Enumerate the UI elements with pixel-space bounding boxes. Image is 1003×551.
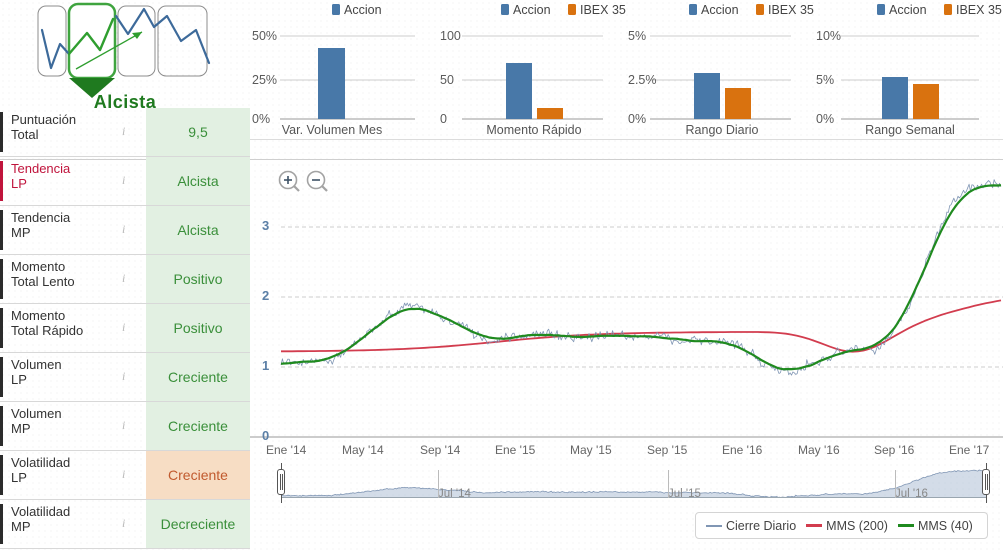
svg-text:50: 50 [440, 73, 454, 87]
svg-text:Var. Volumen Mes: Var. Volumen Mes [282, 123, 383, 137]
svg-text:IBEX 35: IBEX 35 [580, 3, 626, 17]
svg-text:50%: 50% [252, 29, 277, 43]
svg-text:Rango Semanal: Rango Semanal [865, 123, 955, 137]
svg-text:10%: 10% [816, 29, 841, 43]
svg-text:Accion: Accion [344, 3, 382, 17]
svg-text:5%: 5% [816, 73, 834, 87]
svg-text:IBEX 35: IBEX 35 [768, 3, 814, 17]
svg-text:Accion: Accion [513, 3, 551, 17]
svg-text:0: 0 [440, 112, 447, 126]
svg-text:0%: 0% [816, 112, 834, 126]
svg-text:100: 100 [440, 29, 461, 43]
svg-text:25%: 25% [252, 73, 277, 87]
svg-text:Rango Diario: Rango Diario [686, 123, 759, 137]
svg-text:0%: 0% [252, 112, 270, 126]
svg-text:Accion: Accion [701, 3, 739, 17]
svg-text:IBEX 35: IBEX 35 [956, 3, 1002, 17]
svg-text:Momento Rápido: Momento Rápido [486, 123, 581, 137]
svg-text:2.5%: 2.5% [628, 73, 657, 87]
svg-text:5%: 5% [628, 29, 646, 43]
svg-text:0%: 0% [628, 112, 646, 126]
svg-text:Accion: Accion [889, 3, 927, 17]
